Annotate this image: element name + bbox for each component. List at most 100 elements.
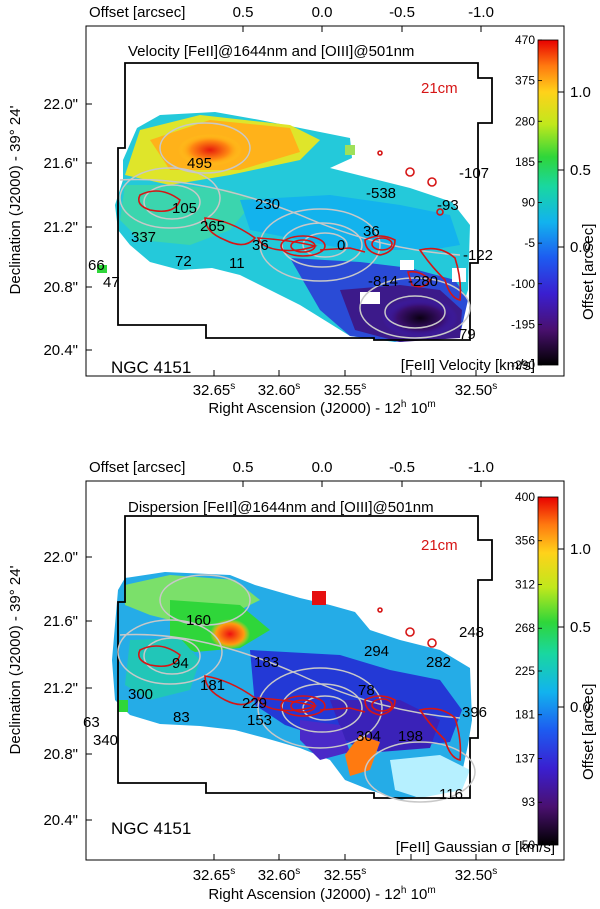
top-axis-label: Offset [arcsec] (89, 459, 185, 476)
svg-text:32.60s: 32.60s (258, 866, 301, 884)
x-axis-label: Right Ascension (J2000) - 12h 10m (208, 885, 435, 903)
colorbar-ticks: 470 375 280 185 90 -5 -100 -195 -290 (511, 33, 542, 372)
field-outline (117, 515, 493, 799)
colorbar-label: [FeII] Velocity [km/s] (401, 357, 535, 374)
annotation: 396 (462, 704, 487, 721)
top-tick-0.0: 0.0 (312, 4, 333, 21)
right-tick: 0.0 (570, 239, 591, 256)
right-tick: 0.5 (570, 619, 591, 636)
colorbar-tick-label: 280 (515, 114, 535, 128)
plot-frame (85, 25, 565, 377)
x-tick-sup: s (230, 866, 235, 877)
top-tick--0.5: -0.5 (389, 459, 415, 476)
x-tick: 32.60 (258, 867, 296, 884)
annotation: 78 (358, 682, 375, 699)
svg-text:32.50s: 32.50s (455, 866, 498, 884)
right-tick: 0.0 (570, 699, 591, 716)
colorbar-tick-label: 50 (522, 838, 536, 852)
top-tick-0.5: 0.5 (233, 459, 254, 476)
annotation: 36 (252, 237, 269, 254)
annotation: 66 (88, 257, 105, 274)
annotation: 11 (229, 255, 245, 272)
top-tick--1.0: -1.0 (468, 4, 494, 21)
annotation: 198 (398, 728, 423, 745)
axis-ticks (86, 26, 564, 376)
x-tick: 32.55 (324, 382, 362, 399)
y-tick: 21.2" (43, 680, 78, 697)
annotation: 116 (439, 786, 463, 803)
annotation: 0 (337, 237, 345, 254)
top-tick--1.0: -1.0 (468, 459, 494, 476)
x-tick-sup: s (361, 381, 366, 392)
dispersion-annotations: 160 248 294 282 94 183 181 300 229 78 39… (83, 612, 487, 803)
annotation: 160 (186, 612, 211, 629)
colorbar-tick-label: 185 (515, 155, 535, 169)
panel-title: Dispersion [FeII]@1644nm and [OIII]@501n… (128, 499, 434, 516)
colorbar-tick-label: 312 (515, 577, 535, 591)
annotation: 229 (242, 695, 267, 712)
right-tick: 1.0 (570, 84, 591, 101)
svg-text:32.55s: 32.55s (324, 381, 367, 399)
x-tick: 32.60 (258, 382, 296, 399)
annotation: -280 (408, 273, 438, 290)
oiii-contours (119, 122, 471, 339)
colorbar-tick-label: 268 (515, 621, 535, 635)
x-ticks: 32.65s 32.60s 32.55s 32.50s (193, 381, 498, 399)
contour-label: 21cm (421, 537, 458, 554)
top-tick-0.0: 0.0 (312, 459, 333, 476)
dispersion-panel: 400 356 312 268 225 181 137 93 50 Dispersion [Fe… (7, 459, 597, 903)
annotation: 153 (247, 712, 272, 729)
annotation: 36 (363, 223, 380, 240)
x-tick-sup: s (295, 381, 300, 392)
colorbar-ticks: 400 356 312 268 225 181 137 93 50 (515, 490, 542, 852)
annotation: 183 (254, 654, 279, 671)
velocity-annotations: 495 -107 -538 105 230 -93 265 337 36 0 3… (88, 155, 493, 343)
x-tick-sup: s (361, 866, 366, 877)
annotation: 340 (93, 732, 118, 749)
y-tick: 20.8" (43, 746, 78, 763)
annotation: 282 (426, 654, 451, 671)
annotation: 337 (131, 229, 156, 246)
y-tick: 20.4" (43, 812, 78, 829)
svg-text:32.55s: 32.55s (324, 866, 367, 884)
colorbar-tick-label: -5 (524, 236, 535, 250)
colorbar-tick-label: -195 (511, 317, 535, 331)
right-tick: 1.0 (570, 541, 591, 558)
y-tick: 22.0" (43, 96, 78, 113)
colorbar-tick-label: 356 (515, 534, 535, 548)
x-tick: 32.50 (455, 382, 493, 399)
annotation: 94 (172, 655, 189, 672)
contour-label: 21cm (421, 80, 458, 97)
annotation: 248 (459, 624, 484, 641)
x-tick-sup: s (230, 381, 235, 392)
annotation: 105 (172, 200, 197, 217)
annotation: 83 (173, 709, 190, 726)
right-axis-label: Offset [arcsec] (580, 224, 597, 320)
colorbar-tick-label: 93 (522, 795, 536, 809)
colorbar-tick-label: 225 (515, 664, 535, 678)
annotation: -814 (368, 273, 398, 290)
y-axis-label: Declination (J2000) - 39° 24' (7, 565, 24, 754)
annotation: -122 (463, 247, 493, 264)
panel-title: Velocity [FeII]@1644nm and [OIII]@501nm (128, 43, 414, 60)
x-tick: 32.55 (324, 867, 362, 884)
dispersion-map (112, 572, 472, 800)
colorbar-tick-label: 137 (515, 751, 535, 765)
21cm-contours (137, 150, 462, 301)
annotation: 79 (459, 326, 476, 343)
top-axis-label: Offset [arcsec] (89, 4, 185, 21)
top-tick-0.5: 0.5 (233, 4, 254, 21)
annotation: 300 (128, 686, 153, 703)
annotation: 72 (175, 253, 192, 270)
annotation: -107 (459, 165, 489, 182)
svg-text:32.65s: 32.65s (193, 381, 236, 399)
x-tick-sup: s (492, 381, 497, 392)
annotation: -538 (366, 185, 396, 202)
x-ticks: 32.65s 32.60s 32.55s 32.50s (193, 866, 498, 884)
colorbar-tick-label: 181 (515, 708, 535, 722)
annotation: 63 (83, 714, 100, 731)
annotation: 265 (200, 218, 225, 235)
y-tick: 21.6" (43, 155, 78, 172)
x-tick: 32.50 (455, 867, 493, 884)
